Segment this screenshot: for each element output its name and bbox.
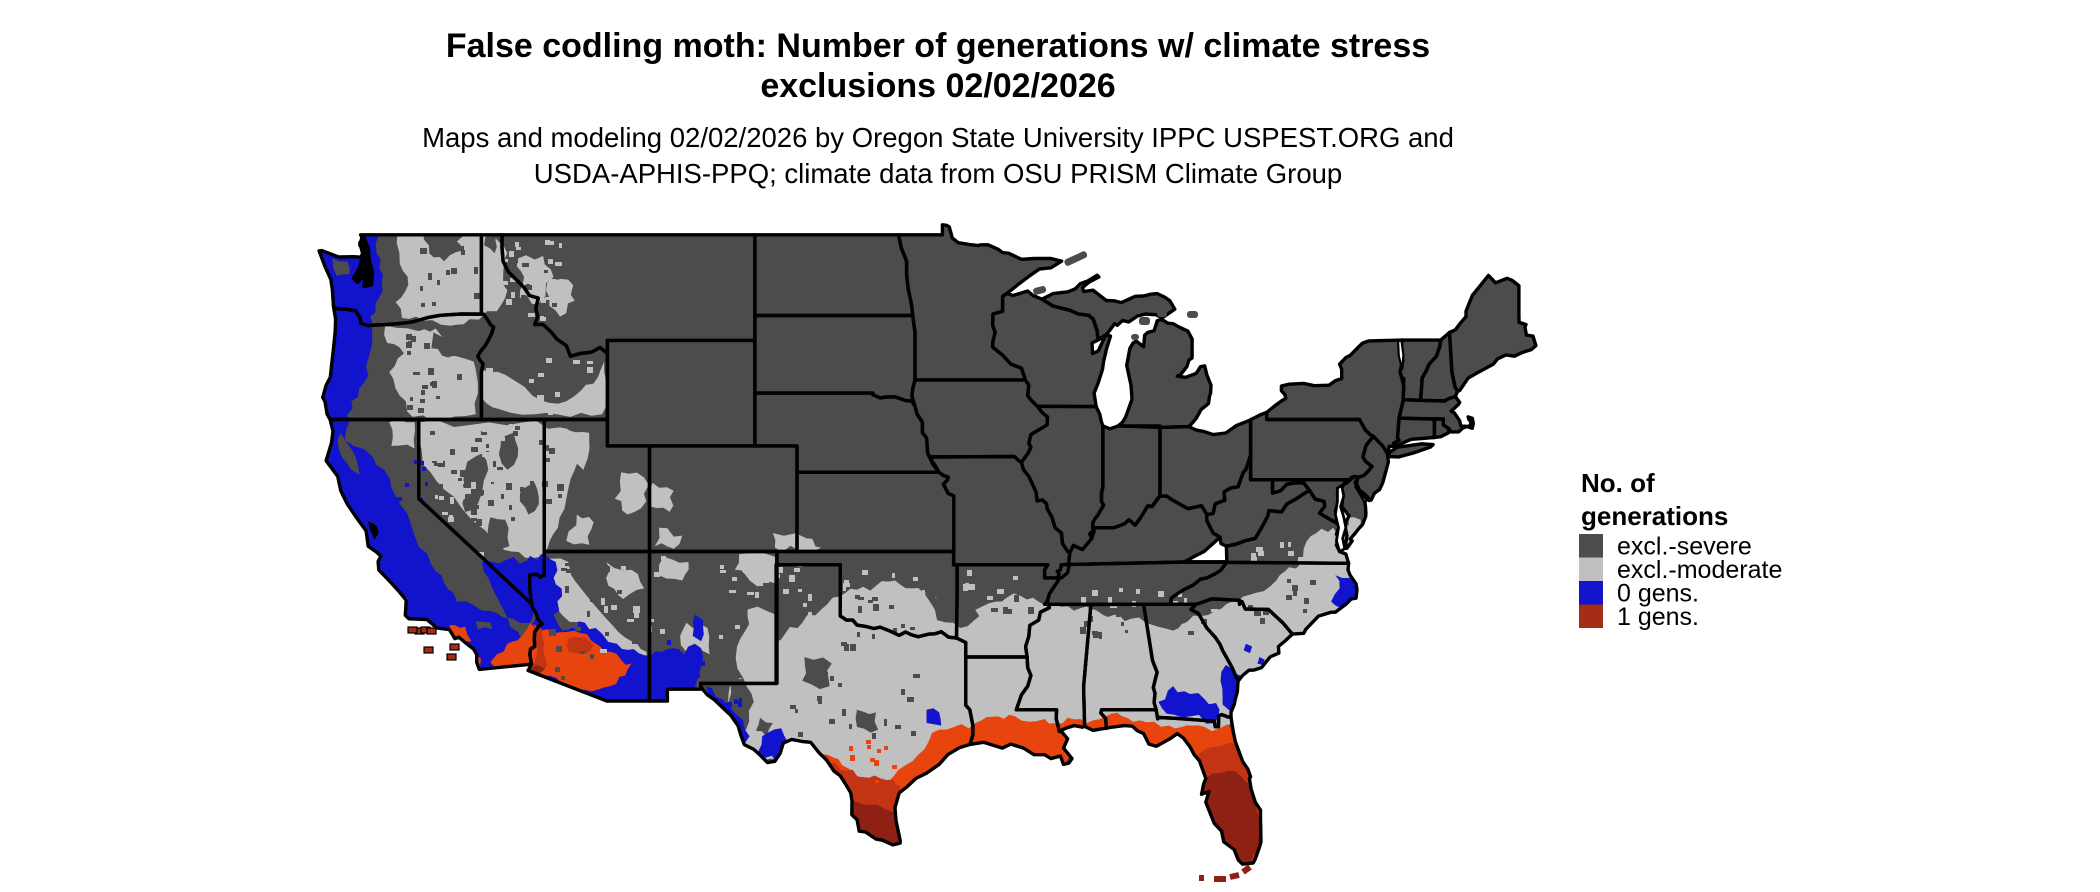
- svg-text:excl.-severe: excl.-severe: [1617, 533, 1752, 561]
- svg-text:0 gens.: 0 gens.: [1617, 580, 1699, 608]
- svg-text:False codling moth: Number of: False codling moth: Number of generation…: [446, 27, 1430, 65]
- svg-text:Maps and modeling 02/02/2026 b: Maps and modeling 02/02/2026 by Oregon S…: [422, 122, 1454, 153]
- svg-text:generations: generations: [1581, 501, 1728, 531]
- svg-text:1 gens.: 1 gens.: [1617, 603, 1699, 631]
- svg-text:excl.-moderate: excl.-moderate: [1617, 556, 1782, 584]
- svg-text:No. of: No. of: [1581, 468, 1655, 498]
- svg-text:USDA-APHIS-PPQ; climate data f: USDA-APHIS-PPQ; climate data from OSU PR…: [534, 158, 1342, 189]
- svg-text:exclusions 02/02/2026: exclusions 02/02/2026: [760, 67, 1115, 105]
